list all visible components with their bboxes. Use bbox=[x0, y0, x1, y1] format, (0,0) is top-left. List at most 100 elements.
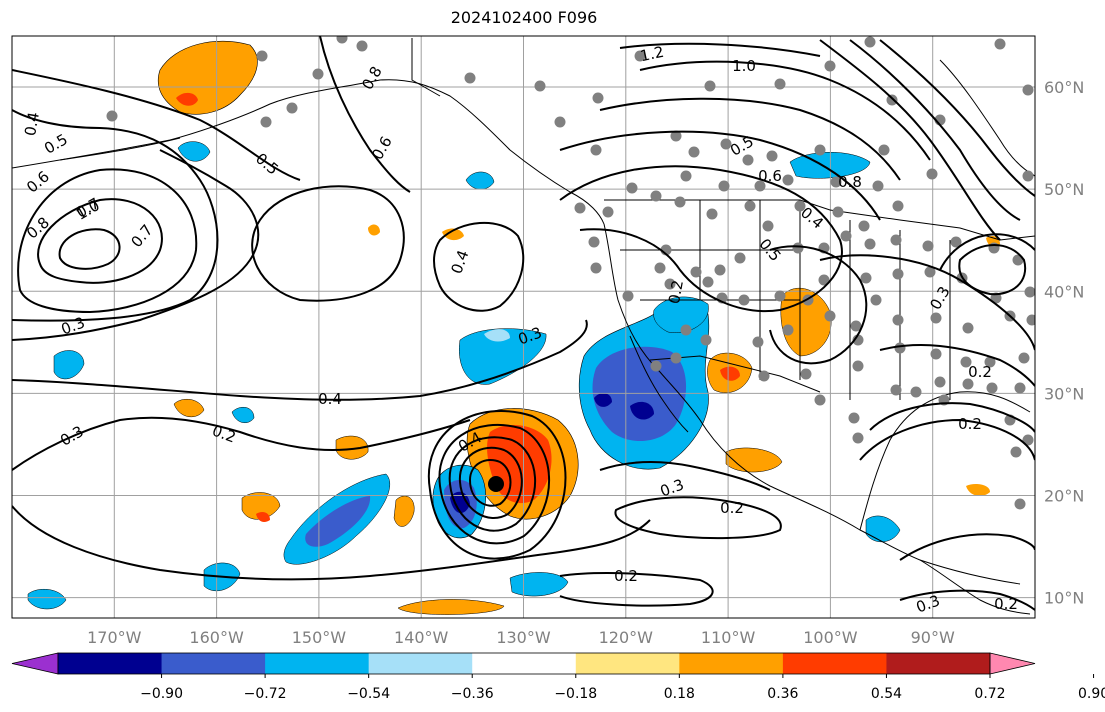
shade-coast-blue bbox=[653, 296, 709, 333]
station-dot bbox=[892, 314, 904, 326]
shade-gulf-blue bbox=[465, 171, 495, 190]
colorbar-tick-label: 0.54 bbox=[871, 686, 902, 702]
station-dot bbox=[260, 116, 272, 128]
station-dot bbox=[626, 182, 638, 194]
lat-tick-label: 60°N bbox=[1044, 78, 1084, 97]
station-dot bbox=[800, 368, 812, 380]
contour-0.2-tx bbox=[879, 344, 1035, 387]
station-dot bbox=[984, 356, 996, 368]
station-dot bbox=[734, 252, 746, 264]
colorbar-extend-max bbox=[989, 652, 1036, 675]
station-dot bbox=[860, 272, 872, 284]
station-dot bbox=[590, 144, 602, 156]
station-dot bbox=[654, 262, 666, 274]
colorbar-segment bbox=[679, 653, 784, 674]
colorbar-segment bbox=[265, 653, 370, 674]
lon-tick-label: 90°W bbox=[911, 628, 955, 647]
station-dot bbox=[650, 190, 662, 202]
contour-west-low-1 bbox=[37, 198, 163, 284]
station-dot bbox=[752, 336, 764, 348]
station-dot bbox=[892, 200, 904, 212]
station-dot bbox=[960, 356, 972, 368]
station-dot bbox=[990, 292, 1002, 304]
station-dot bbox=[814, 394, 826, 406]
shade-small-orange-1 bbox=[368, 224, 380, 236]
station-dot bbox=[670, 130, 682, 142]
shade-blue-band-1b bbox=[484, 329, 510, 342]
station-dot bbox=[702, 276, 714, 288]
station-dot bbox=[1022, 434, 1034, 446]
contour-west-low-2 bbox=[17, 168, 198, 314]
station-dot bbox=[680, 170, 692, 182]
lon-tick-label: 130°W bbox=[496, 628, 551, 647]
coast-gulf-mexico bbox=[859, 391, 1031, 531]
shade-cyclone-darkblue bbox=[450, 491, 470, 514]
shade-sw-orange-1 bbox=[241, 492, 281, 520]
station-dot bbox=[700, 334, 712, 346]
contour-0.3-baja bbox=[614, 496, 782, 540]
station-dot bbox=[864, 36, 876, 48]
station-dot bbox=[934, 376, 946, 388]
colorbar-tick-label: −0.36 bbox=[451, 686, 494, 702]
contour-ne-1 bbox=[819, 39, 1001, 241]
lat-tick-label: 10°N bbox=[1044, 589, 1084, 608]
colorbar-tick-label: 0.90 bbox=[1078, 686, 1105, 702]
station-dot bbox=[1022, 170, 1034, 182]
lon-tick-label: 110°W bbox=[701, 628, 756, 647]
coast-baja bbox=[629, 335, 689, 433]
station-dot bbox=[830, 176, 842, 188]
lon-tick-label: 140°W bbox=[394, 628, 449, 647]
contour-label: 0.2 bbox=[720, 499, 744, 517]
contour-0.2-label bbox=[559, 572, 714, 607]
station-dot bbox=[848, 412, 860, 424]
contour-cyc-3 bbox=[448, 436, 537, 532]
colorbar-segment bbox=[58, 653, 163, 674]
station-dot bbox=[774, 78, 786, 90]
station-dot bbox=[1018, 352, 1030, 364]
contour-0.2-gulf bbox=[859, 418, 1035, 461]
colorbar-tick-label: −0.90 bbox=[140, 686, 183, 702]
station-dot bbox=[766, 150, 778, 162]
station-dot bbox=[850, 320, 862, 332]
shade-gulf-orange bbox=[966, 484, 990, 496]
shade-hawaii-orange bbox=[173, 398, 205, 417]
shade-blue-west bbox=[53, 350, 85, 380]
contour-0.2-mex bbox=[599, 460, 771, 491]
station-dot bbox=[782, 174, 794, 186]
station-dot bbox=[256, 50, 268, 62]
station-dot bbox=[714, 264, 726, 276]
station-dot bbox=[1010, 446, 1022, 458]
colorbar-outline bbox=[57, 652, 991, 675]
contour-0.6-us bbox=[559, 130, 881, 221]
contour-label: 0.2 bbox=[968, 363, 992, 381]
lat-tick-label: 40°N bbox=[1044, 282, 1084, 301]
station-dot bbox=[994, 38, 1006, 50]
station-dot bbox=[872, 180, 884, 192]
shade-caribbean-blue bbox=[865, 515, 901, 542]
station-dot bbox=[930, 348, 942, 360]
contour-label: 0.6 bbox=[758, 167, 782, 185]
contour-label: 1.2 bbox=[638, 43, 665, 66]
station-dot bbox=[892, 268, 904, 280]
station-dot bbox=[664, 278, 676, 290]
station-dot bbox=[922, 240, 934, 252]
station-dot bbox=[962, 322, 974, 334]
station-dot bbox=[1022, 84, 1034, 96]
colorbar-tick-label: 0.72 bbox=[974, 686, 1005, 702]
station-dot bbox=[852, 334, 864, 346]
shade-baja-medblue bbox=[592, 346, 687, 442]
lat-tick-label: 50°N bbox=[1044, 180, 1084, 199]
lon-tick-label: 160°W bbox=[189, 628, 244, 647]
station-dot bbox=[312, 68, 324, 80]
station-dot bbox=[890, 234, 902, 246]
lon-tick-label: 150°W bbox=[292, 628, 347, 647]
station-dot bbox=[704, 80, 716, 92]
shade-sw-orange-3 bbox=[335, 435, 369, 460]
station-dot bbox=[950, 236, 962, 248]
lon-tick-label: 120°W bbox=[599, 628, 654, 647]
contour-label: 0.4 bbox=[21, 111, 43, 138]
station-dot bbox=[680, 324, 692, 336]
station-dot bbox=[106, 110, 118, 122]
station-dot bbox=[650, 360, 662, 372]
contour-0.2-se bbox=[899, 589, 1035, 611]
